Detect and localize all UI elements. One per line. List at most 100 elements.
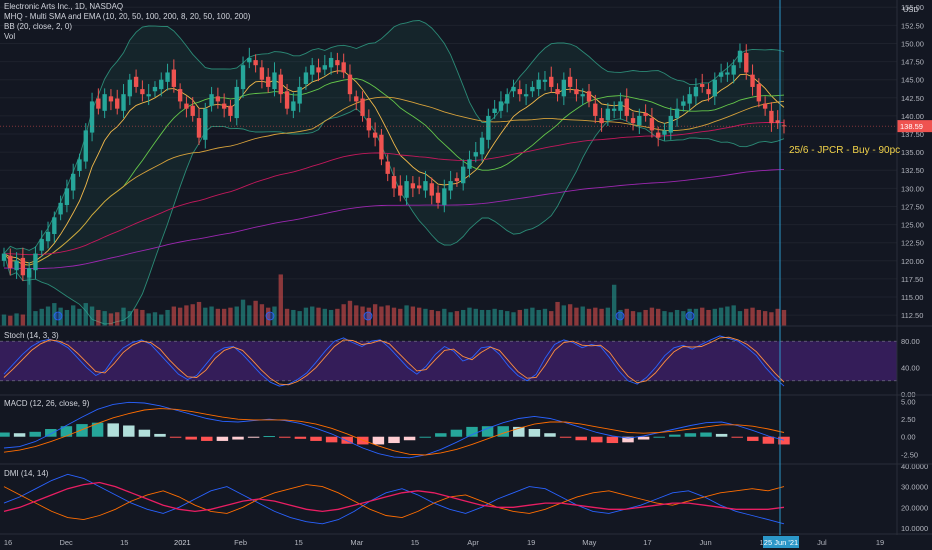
macd-histogram-bar bbox=[263, 436, 275, 438]
candle-body bbox=[278, 74, 283, 95]
candle-body bbox=[266, 76, 271, 87]
candle-body bbox=[536, 79, 541, 90]
candle-body bbox=[517, 89, 522, 95]
volume-bar bbox=[291, 309, 296, 326]
event-marker-icon bbox=[363, 311, 373, 321]
candle-body bbox=[448, 181, 453, 191]
macd-histogram-bar bbox=[497, 426, 509, 437]
x-axis-tick-label: May bbox=[582, 538, 596, 547]
candle-body bbox=[247, 57, 252, 63]
price-y-tick-label: 132.50 bbox=[901, 166, 924, 175]
candle-body bbox=[586, 91, 592, 102]
sma-20-line bbox=[3, 78, 785, 266]
macd-histogram-bar bbox=[747, 436, 759, 441]
candle-body bbox=[656, 132, 661, 138]
candle-body bbox=[649, 118, 655, 131]
candle-body bbox=[8, 255, 13, 269]
dmi-minus-line bbox=[3, 484, 785, 521]
candle-body bbox=[196, 118, 202, 138]
volume-bar bbox=[511, 312, 516, 326]
candle-body bbox=[89, 101, 95, 133]
volume-bar bbox=[549, 311, 554, 326]
vol-study-legend[interactable]: Vol bbox=[4, 32, 16, 41]
sma-200-line bbox=[3, 168, 785, 270]
macd-study-legend[interactable]: MACD (12, 26, close, 9) bbox=[4, 399, 90, 408]
candle-body bbox=[184, 103, 189, 109]
x-axis-tick-label: Feb bbox=[234, 538, 247, 547]
volume-bar bbox=[221, 308, 227, 326]
candle-body bbox=[775, 120, 780, 124]
macd-y-tick-label: 2.50 bbox=[901, 415, 916, 424]
volume-bar bbox=[102, 311, 107, 326]
dmi-plus-line bbox=[3, 473, 785, 525]
x-axis-tick-label: Jun bbox=[700, 538, 712, 547]
volume-bar bbox=[668, 312, 673, 326]
x-axis-tick-label: 19 bbox=[876, 538, 884, 547]
x-axis-tick-label: 19 bbox=[527, 538, 535, 547]
volume-bar bbox=[297, 311, 302, 326]
price-y-tick-label: 115.00 bbox=[901, 293, 923, 302]
candle-body bbox=[96, 98, 101, 109]
macd-histogram-bar bbox=[123, 425, 135, 437]
candle-body bbox=[71, 173, 76, 191]
macd-histogram-bar bbox=[653, 436, 665, 438]
dmi-y-tick-label: 10.0000 bbox=[901, 524, 928, 533]
volume-bar bbox=[649, 307, 655, 326]
macd-histogram-bar bbox=[762, 436, 775, 444]
volume-bar bbox=[454, 311, 460, 326]
macd-histogram-bar bbox=[622, 436, 634, 443]
stoch-band bbox=[0, 341, 897, 381]
candle-body bbox=[45, 231, 51, 242]
macd-histogram-bar bbox=[185, 436, 197, 440]
volume-bar bbox=[165, 309, 170, 326]
candle-body bbox=[561, 79, 567, 97]
volume-bar bbox=[744, 308, 749, 326]
candle-body bbox=[530, 86, 535, 92]
stoch-y-tick-label: 80.00 bbox=[901, 337, 920, 346]
volume-bar bbox=[731, 305, 736, 326]
volume-bar bbox=[448, 312, 453, 326]
x-axis-tick-label: Dec bbox=[59, 538, 73, 547]
candle-body bbox=[756, 84, 762, 102]
price-y-tick-label: 140.00 bbox=[901, 112, 924, 121]
volume-bar bbox=[196, 301, 202, 326]
candle-body bbox=[140, 89, 145, 95]
bb-study-legend[interactable]: BB (20, close, 2, 0) bbox=[4, 22, 73, 31]
volume-bar bbox=[39, 308, 44, 326]
volume-bar bbox=[473, 308, 478, 326]
volume-bar bbox=[674, 309, 680, 326]
candle-body bbox=[121, 94, 126, 111]
ma-study-legend[interactable]: MHQ - Multi SMA and EMA (10, 20, 50, 100… bbox=[4, 12, 251, 21]
volume-bar bbox=[693, 308, 699, 326]
x-axis-tick-label: 2021 bbox=[174, 538, 191, 547]
macd-histogram-bar bbox=[731, 436, 743, 438]
candle-body bbox=[567, 76, 573, 87]
stoch-d-line bbox=[3, 336, 785, 386]
macd-histogram-bar bbox=[528, 429, 541, 437]
macd-histogram-bar bbox=[684, 433, 697, 437]
volume-bar bbox=[152, 312, 158, 326]
volume-bar bbox=[8, 315, 13, 326]
candle-body bbox=[435, 192, 441, 203]
candle-body bbox=[410, 183, 416, 189]
candle-body bbox=[630, 118, 636, 124]
volume-bar bbox=[643, 309, 648, 326]
volume-bar bbox=[517, 309, 522, 326]
volume-bar bbox=[467, 307, 472, 326]
volume-bar bbox=[586, 308, 592, 326]
candle-body bbox=[498, 101, 504, 111]
macd-histogram-bar bbox=[388, 436, 400, 444]
volume-bar bbox=[354, 305, 359, 326]
dmi-study-legend[interactable]: DMI (14, 14) bbox=[4, 469, 49, 478]
candle-body bbox=[14, 260, 19, 271]
macd-y-tick-label: -2.50 bbox=[901, 450, 918, 459]
candle-body bbox=[574, 89, 579, 95]
bollinger-upper-line bbox=[3, 20, 785, 254]
volume-bar bbox=[215, 308, 221, 326]
volume-bar bbox=[360, 306, 365, 326]
volume-bar bbox=[272, 306, 277, 326]
volume-bar bbox=[618, 309, 623, 326]
volume-bar bbox=[190, 304, 195, 326]
stoch-study-legend[interactable]: Stoch (14, 3, 3) bbox=[4, 331, 59, 340]
